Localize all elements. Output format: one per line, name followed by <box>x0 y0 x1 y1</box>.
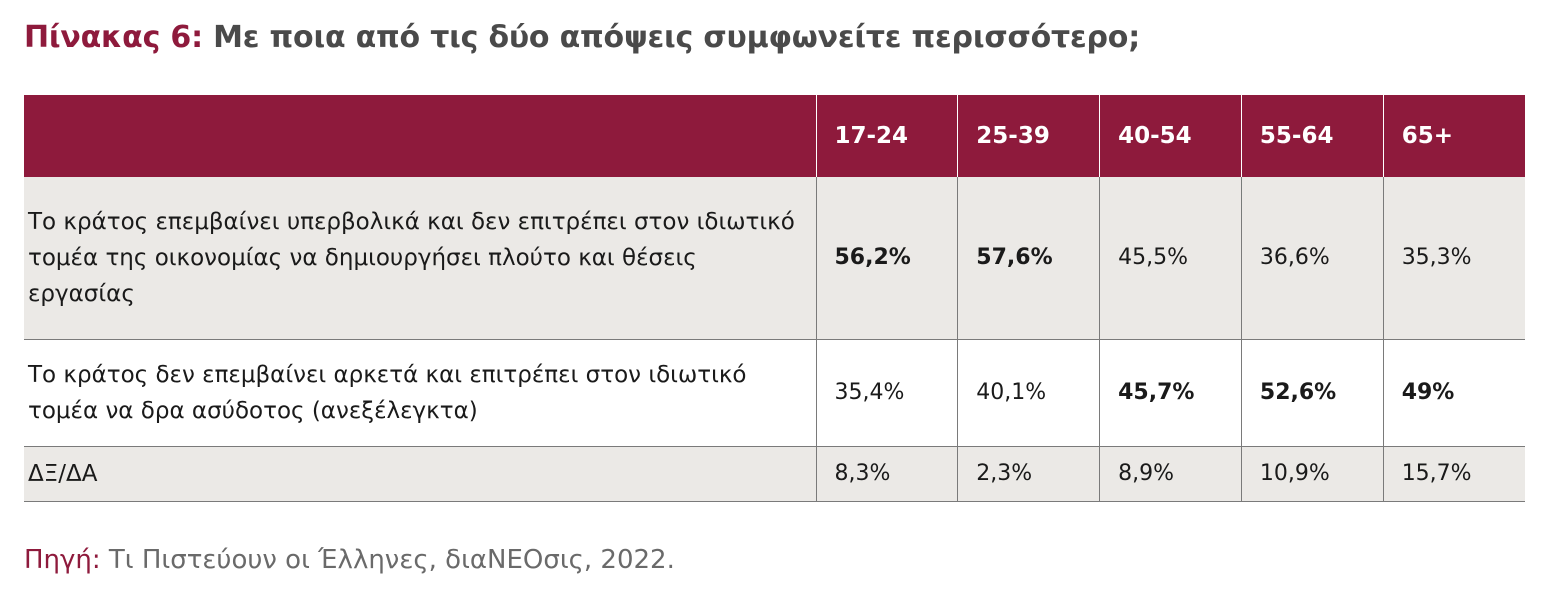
value-cell: 40,1% <box>957 339 1100 447</box>
value-cell: 49% <box>1382 339 1525 447</box>
value-cell: 8,9% <box>1099 446 1242 502</box>
value-cell: 35,4% <box>815 339 958 447</box>
value-cell: 45,5% <box>1099 177 1242 340</box>
table-row: Το κράτος δεν επεμβαίνει αρκετά και επιτ… <box>24 339 1525 447</box>
table-row: ΔΞ/ΔΑ 8,3% 2,3% 8,9% 10,9% 15,7% <box>24 446 1525 502</box>
value-cell: 8,3% <box>815 446 958 502</box>
table-header-row: 17-24 25-39 40-54 55-64 65+ <box>24 95 1525 177</box>
table-row: Το κράτος επεμβαίνει υπερβολικά και δεν … <box>24 177 1525 340</box>
header-cell-age-25-39: 25-39 <box>957 95 1100 177</box>
results-table: 17-24 25-39 40-54 55-64 65+ Το κράτος επ… <box>24 95 1525 502</box>
row-label: ΔΞ/ΔΑ <box>24 446 816 502</box>
header-cell-age-55-64: 55-64 <box>1240 95 1384 177</box>
header-cell-age-65-plus: 65+ <box>1382 95 1525 177</box>
row-label: Το κράτος δεν επεμβαίνει αρκετά και επιτ… <box>24 339 816 447</box>
value-cell: 36,6% <box>1240 177 1384 340</box>
table-number: Πίνακας 6: <box>24 20 203 55</box>
source-note: Πηγή: Τι Πιστεύουν οι Έλληνες, διαΝΕΟσις… <box>24 545 675 575</box>
value-cell: 52,6% <box>1240 339 1384 447</box>
value-cell: 35,3% <box>1382 177 1525 340</box>
source-text: Τι Πιστεύουν οι Έλληνες, διαΝΕΟσις, 2022… <box>108 545 675 575</box>
value-cell: 10,9% <box>1240 446 1384 502</box>
source-label: Πηγή: <box>24 545 101 575</box>
value-cell: 45,7% <box>1099 339 1242 447</box>
value-cell: 56,2% <box>815 177 958 340</box>
row-label: Το κράτος επεμβαίνει υπερβολικά και δεν … <box>24 177 816 340</box>
table-question: Με ποια από τις δύο απόψεις συμφωνείτε π… <box>213 20 1140 55</box>
value-cell: 15,7% <box>1382 446 1525 502</box>
header-cell-empty <box>24 95 816 177</box>
value-cell: 57,6% <box>957 177 1100 340</box>
header-cell-age-40-54: 40-54 <box>1099 95 1242 177</box>
value-cell: 2,3% <box>957 446 1100 502</box>
header-cell-age-17-24: 17-24 <box>815 95 958 177</box>
table-title: Πίνακας 6: Με ποια από τις δύο απόψεις σ… <box>24 20 1140 55</box>
